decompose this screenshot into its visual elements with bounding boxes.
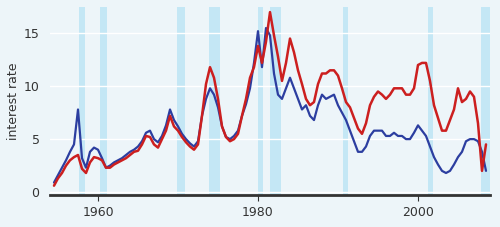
Bar [177,7,185,195]
Bar [343,7,347,195]
Bar [79,7,85,195]
Bar [100,7,107,195]
Bar [258,7,263,195]
Y-axis label: interest rate: interest rate [6,62,20,140]
Bar [209,7,220,195]
Bar [428,7,433,195]
Bar [481,7,490,195]
Bar [270,7,281,195]
